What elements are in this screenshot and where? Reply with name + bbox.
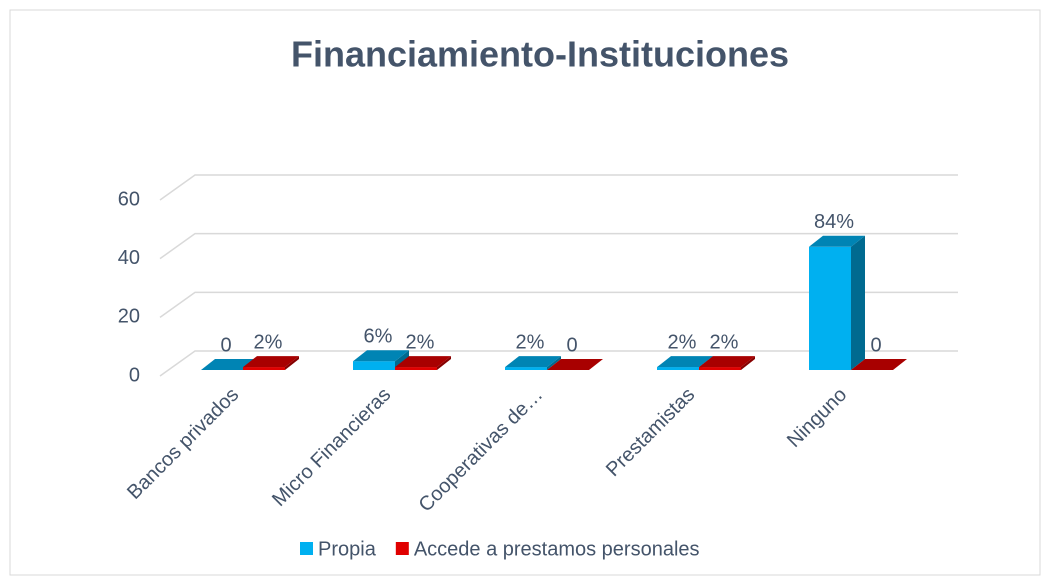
bar-side (285, 356, 299, 370)
value-label: 0 (566, 334, 577, 356)
bar-top (657, 356, 713, 368)
bar-front (353, 361, 395, 370)
bar-top (699, 356, 755, 368)
bar-top (395, 356, 451, 368)
bar-top (353, 350, 409, 362)
value-label: 6% (364, 325, 393, 347)
bar-front (243, 367, 285, 370)
value-label: 2% (254, 331, 283, 353)
value-label: 2% (710, 331, 739, 353)
bar-front (699, 367, 741, 370)
bar-top (243, 356, 299, 368)
bar-top (809, 235, 865, 247)
bar-side (547, 356, 561, 370)
legend-label: Accede a prestamos personales (414, 538, 700, 560)
bar-side (741, 356, 755, 370)
bar-front (809, 246, 851, 370)
value-label: 2% (406, 331, 435, 353)
grid-line (159, 291, 958, 318)
bar-top (505, 356, 561, 368)
y-tick-label: 60 (118, 188, 140, 210)
value-label: 0 (870, 334, 881, 356)
value-label: 2% (668, 331, 697, 353)
value-label: 84% (814, 211, 854, 233)
legend-swatch (300, 542, 313, 555)
bar-front (657, 367, 699, 370)
y-tick-label: 20 (118, 306, 140, 328)
legend: Propia Accede a prestamos personales (300, 538, 700, 560)
bar-side (851, 235, 865, 370)
bar-top (851, 359, 907, 370)
grid-line (159, 174, 958, 201)
bar-top (547, 359, 603, 370)
bar-side (437, 356, 451, 370)
y-tick-label: 0 (129, 364, 140, 386)
grid-line (159, 350, 958, 377)
legend-label: Propia (318, 538, 377, 560)
value-label: 0 (220, 334, 231, 356)
grid-line (159, 232, 958, 260)
value-label: 2% (516, 331, 545, 353)
legend-swatch (395, 542, 409, 555)
y-tick-label: 40 (118, 247, 140, 269)
bar-front (505, 367, 547, 370)
bar-front (395, 367, 437, 370)
chart-title: Financiamiento-Instituciones (291, 34, 789, 75)
